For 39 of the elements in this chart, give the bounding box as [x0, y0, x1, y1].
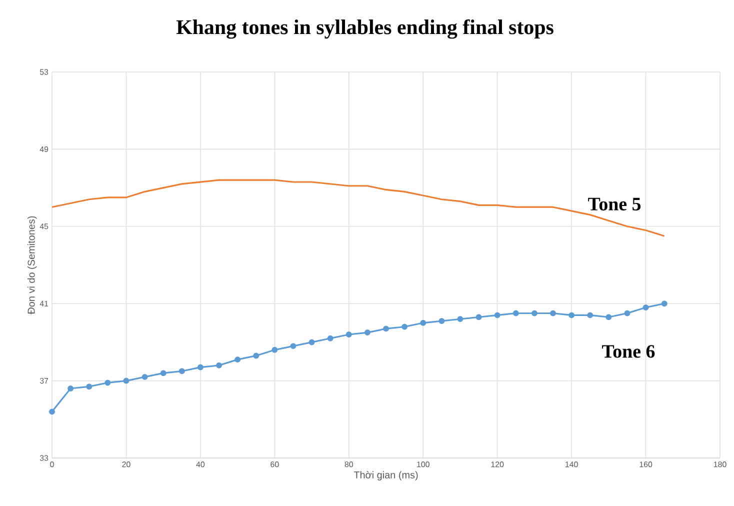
point	[512, 310, 519, 316]
point	[160, 370, 166, 376]
point	[606, 314, 612, 320]
point	[290, 343, 296, 350]
point	[457, 316, 464, 322]
point	[68, 386, 74, 392]
point	[476, 314, 482, 320]
point	[550, 310, 556, 316]
point	[494, 312, 500, 318]
point	[438, 318, 445, 324]
point	[402, 324, 408, 330]
point	[346, 331, 352, 338]
point	[234, 356, 241, 363]
series-label: Tone 5	[588, 198, 641, 210]
point	[661, 300, 668, 307]
point	[142, 374, 148, 380]
point	[531, 310, 538, 316]
point	[253, 352, 260, 359]
point	[364, 330, 370, 336]
point	[86, 384, 92, 390]
point	[383, 326, 389, 332]
series-label: Tone 6	[602, 345, 655, 358]
point	[568, 312, 575, 318]
point	[587, 312, 594, 318]
point	[327, 335, 334, 342]
point	[123, 378, 130, 384]
point	[216, 362, 222, 368]
point	[308, 339, 315, 346]
chart-title: Khang tones in syllables ending final stops	[176, 19, 554, 39]
x-axis-title: Thời gian (ms)	[354, 471, 418, 480]
y-axis-title: Đon vi do (Semitones)	[27, 216, 37, 314]
point	[420, 320, 426, 326]
point	[624, 310, 630, 316]
point	[197, 364, 204, 370]
point	[642, 304, 649, 310]
point	[178, 368, 185, 374]
point	[272, 346, 278, 353]
point	[49, 408, 55, 415]
point	[104, 380, 111, 386]
